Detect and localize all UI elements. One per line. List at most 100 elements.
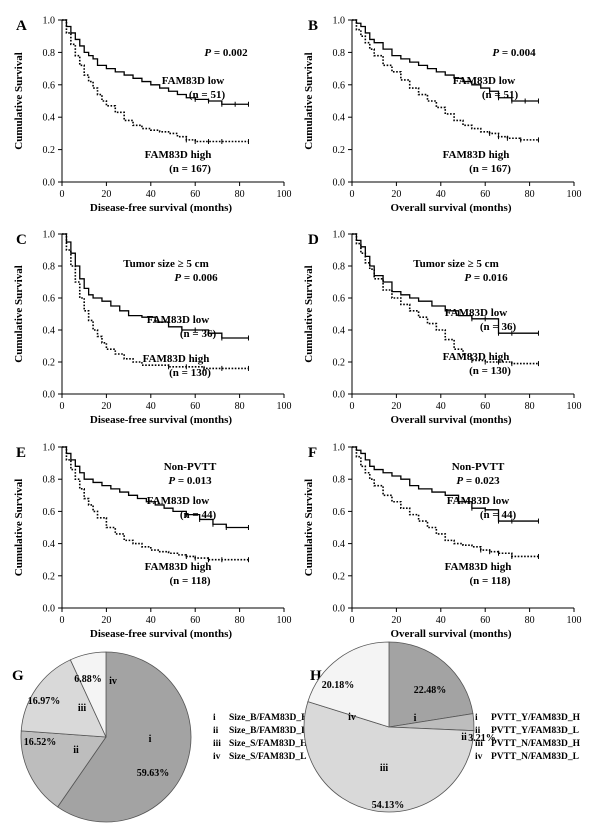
- p-symbol: P: [464, 272, 471, 284]
- p-symbol: P: [204, 47, 211, 59]
- pie-slice: [388, 641, 474, 728]
- p-symbol: P: [456, 475, 463, 487]
- series-label-n: (n = 44): [180, 509, 217, 521]
- y-tick-label: 1.0: [43, 16, 56, 27]
- subgroup-text: Non-PVTT: [452, 461, 505, 473]
- series-label-name: FAM83D high: [443, 351, 510, 363]
- panel-letter: E: [16, 445, 26, 461]
- y-tick-label: 0.4: [43, 326, 56, 337]
- y-axis-title: Cumulative Survival: [303, 265, 315, 362]
- x-tick-label: 40: [146, 615, 156, 626]
- y-tick-label: 0.4: [333, 113, 346, 124]
- x-tick-label: 40: [146, 189, 156, 200]
- x-tick-label: 40: [436, 189, 446, 200]
- series-label-name: FAM83D high: [143, 353, 210, 365]
- km-panel-f: F 0 20 40 60 80 100 0.0 0.2 0.4 0.6 0.8 1.0 Overall s…: [303, 443, 582, 641]
- pie-slice-percent: 3.21%: [468, 733, 496, 744]
- series-line-high: [352, 233, 539, 365]
- pie-slice-label: iii: [78, 703, 87, 714]
- y-tick-label: 0.4: [333, 326, 346, 337]
- legend-entry: Size_B/FAM83D_L: [229, 726, 307, 736]
- y-tick-label: 1.0: [333, 443, 346, 454]
- pie-slice-label: iii: [380, 763, 389, 774]
- x-tick-label: 60: [480, 189, 490, 200]
- series-label-name: FAM83D low: [162, 75, 224, 87]
- y-tick-label: 0.0: [333, 390, 346, 401]
- y-tick-label: 0.8: [333, 48, 346, 59]
- series-label-name: FAM83D low: [447, 495, 509, 507]
- x-tick-label: 80: [525, 401, 535, 412]
- x-tick-label: 100: [277, 401, 292, 412]
- y-tick-label: 1.0: [333, 16, 346, 27]
- pie-slice: [303, 701, 475, 813]
- x-tick-label: 20: [391, 615, 401, 626]
- y-axis-title: Cumulative Survival: [303, 479, 315, 576]
- pie-slice: [307, 641, 390, 728]
- series-line-high: [62, 233, 249, 370]
- y-tick-label: 1.0: [333, 230, 346, 241]
- y-tick-label: 0.8: [333, 475, 346, 486]
- pie-slice-percent: 59.63%: [137, 768, 170, 779]
- series-label-name: FAM83D low: [147, 495, 209, 507]
- y-tick-label: 0.0: [43, 178, 56, 189]
- y-tick-label: 1.0: [43, 443, 56, 454]
- x-tick-label: 80: [235, 401, 245, 412]
- pie-panel-g: Gi 59.63% ii 16.52% iii 16.97% iv 6.88% i Size_B/…: [12, 651, 309, 823]
- series-label-n: (n = 167): [469, 163, 511, 175]
- y-tick-label: 0.2: [333, 358, 346, 369]
- x-tick-label: 0: [60, 189, 65, 200]
- series-label-name: FAM83D low: [445, 307, 507, 319]
- panel-letter: G: [12, 668, 24, 684]
- x-tick-label: 60: [190, 189, 200, 200]
- series-label-name: FAM83D low: [453, 75, 515, 87]
- y-tick-label: 1.0: [43, 230, 56, 241]
- series-line-low: [352, 446, 539, 522]
- x-tick-label: 100: [277, 189, 292, 200]
- series-line-high: [62, 19, 249, 143]
- subgroup-text: Non-PVTT: [164, 461, 217, 473]
- x-tick-label: 0: [350, 189, 355, 200]
- legend-entry: PVTT_N/FAM83D_H: [491, 739, 581, 749]
- x-tick-label: 80: [235, 615, 245, 626]
- x-axis-title: Overall survival (months): [391, 414, 512, 426]
- legend-key: i: [475, 713, 478, 723]
- series-label-name: FAM83D high: [445, 561, 512, 573]
- x-axis-title: Disease-free survival (months): [90, 414, 232, 426]
- y-tick-label: 0.6: [43, 294, 56, 305]
- legend-entry: PVTT_Y/FAM83D_L: [491, 726, 579, 736]
- subgroup-text: Tumor size ≥ 5 cm: [123, 258, 208, 270]
- legend-key: i: [213, 713, 216, 723]
- legend-entry: Size_S/FAM83D_H: [229, 739, 308, 749]
- pie-slice-label: ii: [73, 745, 79, 756]
- legend-entry: Size_S/FAM83D_L: [229, 752, 306, 762]
- y-tick-label: 0.8: [43, 475, 56, 486]
- subgroup-label: Tumor size ≥ 5 cm: [413, 258, 498, 270]
- km-panel-a: A 0 20 40 60 80 100 0.0 0.2 0.4 0.6 0.8 1.0 Disease-f…: [13, 16, 292, 215]
- y-axis-title: Cumulative Survival: [303, 52, 315, 149]
- p-number: = 0.004: [499, 47, 536, 59]
- pie-slice: [20, 659, 107, 738]
- legend-key: ii: [475, 726, 481, 736]
- x-tick-label: 0: [60, 615, 65, 626]
- y-tick-label: 0.4: [43, 539, 56, 550]
- x-tick-label: 0: [60, 401, 65, 412]
- x-tick-label: 20: [101, 189, 111, 200]
- p-symbol: P: [168, 475, 175, 487]
- pie-slice-label: ii: [461, 732, 467, 743]
- x-axis-title: Disease-free survival (months): [90, 628, 232, 640]
- p-value: P = 0.004: [492, 47, 536, 59]
- x-tick-label: 20: [101, 615, 111, 626]
- km-panel-c: C 0 20 40 60 80 100 0.0 0.2 0.4 0.6 0.8 1.0 Disease-f…: [13, 230, 292, 427]
- legend-key: iv: [213, 752, 221, 762]
- x-tick-label: 40: [436, 615, 446, 626]
- y-tick-label: 0.6: [333, 80, 346, 91]
- series-label-n: (n = 130): [169, 367, 211, 379]
- y-tick-label: 0.6: [333, 294, 346, 305]
- y-tick-label: 0.2: [43, 358, 56, 369]
- series-label-name: FAM83D high: [443, 149, 510, 161]
- p-value: P = 0.002: [204, 47, 248, 59]
- y-tick-label: 0.0: [333, 604, 346, 615]
- legend-entry: PVTT_N/FAM83D_L: [491, 752, 579, 762]
- km-panel-b: B 0 20 40 60 80 100 0.0 0.2 0.4 0.6 0.8 1.0 Overall s…: [303, 16, 582, 215]
- x-tick-label: 60: [480, 401, 490, 412]
